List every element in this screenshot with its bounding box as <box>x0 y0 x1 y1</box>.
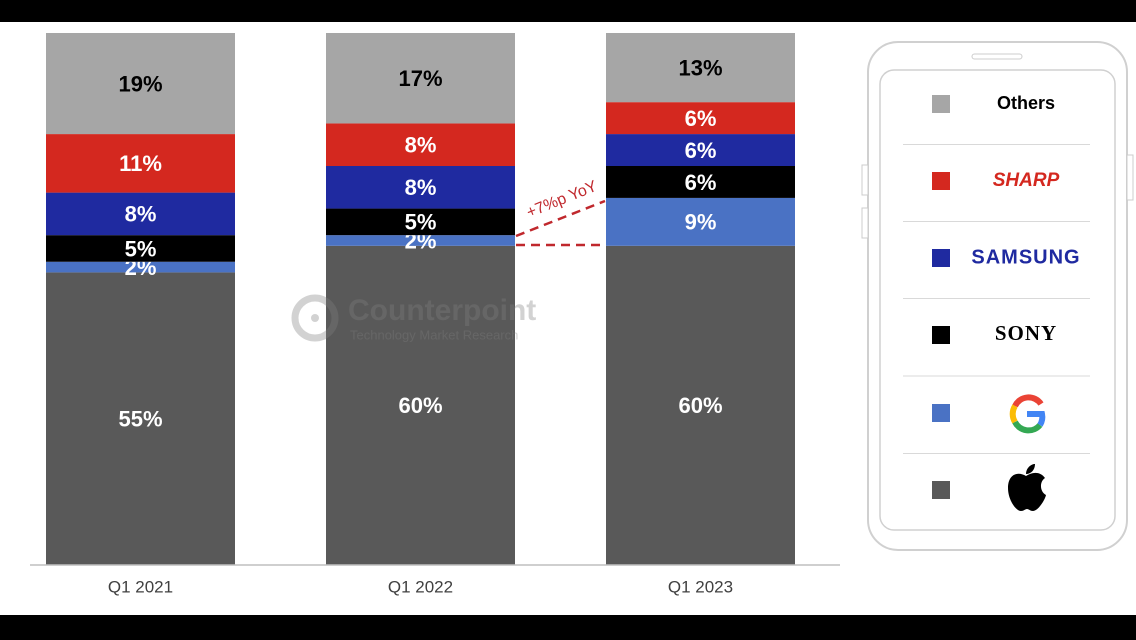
bar-segment <box>606 166 795 198</box>
phone-button <box>861 207 869 239</box>
legend-swatch <box>932 172 950 190</box>
logo-body <box>1008 472 1046 511</box>
value-label: 6% <box>685 138 717 163</box>
bar-segment <box>606 197 795 246</box>
watermark-subtitle: Technology Market Research <box>350 327 518 342</box>
bar-segment <box>46 272 235 565</box>
legend-label: SAMSUNG <box>971 246 1080 268</box>
phone-button <box>1126 154 1134 201</box>
value-label: 60% <box>398 393 442 418</box>
legend-swatch <box>932 249 950 267</box>
value-label: 5% <box>125 236 157 261</box>
bar-segment <box>46 134 235 193</box>
x-tick-label: Q1 2021 <box>108 577 173 596</box>
logo-leaf <box>1026 464 1035 474</box>
value-label: 19% <box>118 71 162 96</box>
bar-segment <box>326 166 515 209</box>
legend-label: SHARP <box>993 170 1060 191</box>
legend-swatch <box>932 326 950 344</box>
watermark: Counterpoint Technology Market Research <box>291 294 536 342</box>
logo-part <box>1027 411 1046 427</box>
legend-screen <box>879 69 1116 531</box>
bar-segment <box>46 33 235 135</box>
logo-part <box>1012 420 1043 434</box>
legend-swatch <box>932 481 950 499</box>
google-logo <box>1009 394 1046 434</box>
value-label: 5% <box>405 210 437 235</box>
value-label: 9% <box>685 210 717 235</box>
legend-swatch <box>932 95 950 113</box>
watermark-dot <box>311 314 319 322</box>
phone-button <box>861 164 869 196</box>
legend-label: Others <box>997 93 1055 113</box>
value-label: 6% <box>685 170 717 195</box>
value-label: 8% <box>405 133 437 158</box>
bar-segment <box>326 33 515 124</box>
bar-segment <box>46 192 235 236</box>
apple-logo <box>1008 464 1046 511</box>
bar-segment <box>326 245 515 566</box>
legend: SONY SAMSUNG SHARP Others <box>903 93 1090 499</box>
legend-swatch <box>932 404 950 422</box>
bars: 55%2%5%8%11%19%60%2%5%8%8%17%60%9%6%6%6%… <box>46 33 795 566</box>
x-tick-label: Q1 2023 <box>668 577 733 596</box>
x-tick-label: Q1 2022 <box>388 577 453 596</box>
legend-label: SONY <box>995 321 1057 345</box>
bar-segment <box>46 261 235 273</box>
bar-segment <box>606 134 795 166</box>
value-label: 17% <box>398 66 442 91</box>
bar-segment <box>606 33 795 103</box>
value-label: 6% <box>685 106 717 131</box>
logo-part <box>1009 404 1018 424</box>
bar-segment <box>606 245 795 566</box>
annotation-line <box>515 199 606 238</box>
watermark-title: Counterpoint <box>348 294 536 327</box>
phone-speaker <box>971 53 1023 60</box>
value-label: 55% <box>118 407 162 432</box>
bar-segment <box>326 235 515 246</box>
value-label: 13% <box>678 55 722 80</box>
bar-segment <box>46 235 235 262</box>
value-label: 8% <box>405 175 437 200</box>
value-label: 60% <box>678 393 722 418</box>
logo-part <box>1012 394 1044 408</box>
value-label: 8% <box>125 202 157 227</box>
bar-segment <box>326 123 515 166</box>
value-label: 11% <box>119 151 162 176</box>
bar-segment <box>606 102 795 135</box>
bar-segment <box>326 208 515 236</box>
watermark-logo <box>291 294 339 342</box>
